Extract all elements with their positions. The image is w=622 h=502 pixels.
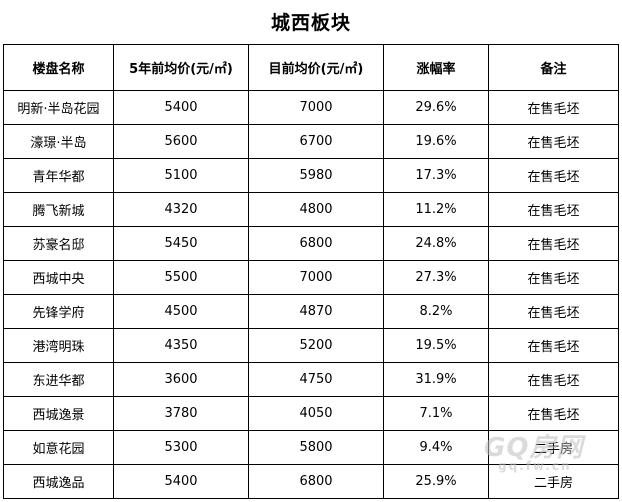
cell-name: 西城逸景 bbox=[3, 396, 114, 431]
table-row: 苏豪名邸 5450 6800 24.8% 在售毛坯 bbox=[3, 226, 619, 261]
header-price-5y: 5年前均价(元/㎡) bbox=[113, 44, 249, 91]
cell-note: 在售毛坯 bbox=[488, 124, 619, 159]
cell-price-5y: 5600 bbox=[113, 124, 249, 159]
cell-note: 在售毛坯 bbox=[488, 260, 619, 295]
cell-price-now: 5800 bbox=[248, 430, 384, 465]
cell-note: 在售毛坯 bbox=[488, 396, 619, 431]
table-row: 青年华都 5100 5980 17.3% 在售毛坯 bbox=[3, 158, 619, 193]
cell-price-5y: 3600 bbox=[113, 362, 249, 397]
cell-note: 在售毛坯 bbox=[488, 192, 619, 227]
cell-price-5y: 4500 bbox=[113, 294, 249, 329]
cell-price-now: 7000 bbox=[248, 90, 384, 125]
table-row: 西城逸景 3780 4050 7.1% 在售毛坯 bbox=[3, 396, 619, 431]
cell-growth: 31.9% bbox=[383, 362, 489, 397]
table-row: 港湾明珠 4350 5200 19.5% 在售毛坯 bbox=[3, 328, 619, 363]
cell-price-now: 4050 bbox=[248, 396, 384, 431]
header-note: 备注 bbox=[488, 44, 619, 91]
cell-price-5y: 5400 bbox=[113, 90, 249, 125]
cell-note: 在售毛坯 bbox=[488, 90, 619, 125]
cell-growth: 9.4% bbox=[383, 430, 489, 465]
cell-price-now: 4800 bbox=[248, 192, 384, 227]
cell-growth: 19.5% bbox=[383, 328, 489, 363]
header-price-now: 目前均价(元/㎡) bbox=[248, 44, 384, 91]
cell-price-now: 5200 bbox=[248, 328, 384, 363]
table-row: 明新·半岛花园 5400 7000 29.6% 在售毛坯 bbox=[3, 90, 619, 125]
cell-price-5y: 5400 bbox=[113, 464, 249, 499]
cell-growth: 29.6% bbox=[383, 90, 489, 125]
cell-price-now: 7000 bbox=[248, 260, 384, 295]
cell-note: 在售毛坯 bbox=[488, 294, 619, 329]
cell-price-5y: 5500 bbox=[113, 260, 249, 295]
cell-name: 先锋学府 bbox=[3, 294, 114, 329]
cell-growth: 11.2% bbox=[383, 192, 489, 227]
table-row: 腾飞新城 4320 4800 11.2% 在售毛坯 bbox=[3, 192, 619, 227]
cell-name: 如意花园 bbox=[3, 430, 114, 465]
header-name: 楼盘名称 bbox=[3, 44, 114, 91]
page-title: 城西板块 bbox=[270, 12, 351, 34]
cell-price-5y: 4350 bbox=[113, 328, 249, 363]
cell-note: 在售毛坯 bbox=[488, 158, 619, 193]
cell-price-now: 6700 bbox=[248, 124, 384, 159]
cell-price-5y: 4320 bbox=[113, 192, 249, 227]
table-row: 西城中央 5500 7000 27.3% 在售毛坯 bbox=[3, 260, 619, 295]
cell-growth: 17.3% bbox=[383, 158, 489, 193]
cell-price-now: 4750 bbox=[248, 362, 384, 397]
cell-price-now: 4870 bbox=[248, 294, 384, 329]
cell-name: 腾飞新城 bbox=[3, 192, 114, 227]
price-table: 楼盘名称 5年前均价(元/㎡) 目前均价(元/㎡) 涨幅率 备注 明新·半岛花园… bbox=[3, 44, 619, 499]
cell-name: 明新·半岛花园 bbox=[3, 90, 114, 125]
cell-note: 在售毛坯 bbox=[488, 226, 619, 261]
table-header-row: 楼盘名称 5年前均价(元/㎡) 目前均价(元/㎡) 涨幅率 备注 bbox=[3, 44, 619, 91]
cell-note: 在售毛坯 bbox=[488, 328, 619, 363]
cell-growth: 8.2% bbox=[383, 294, 489, 329]
cell-price-now: 6800 bbox=[248, 226, 384, 261]
cell-name: 苏豪名邸 bbox=[3, 226, 114, 261]
cell-name: 西城逸品 bbox=[3, 464, 114, 499]
cell-note: 在售毛坯 bbox=[488, 362, 619, 397]
cell-price-5y: 5100 bbox=[113, 158, 249, 193]
cell-price-5y: 5300 bbox=[113, 430, 249, 465]
cell-growth: 27.3% bbox=[383, 260, 489, 295]
table-row: 如意花园 5300 5800 9.4% 二手房 bbox=[3, 430, 619, 465]
cell-name: 东进华都 bbox=[3, 362, 114, 397]
cell-name: 西城中央 bbox=[3, 260, 114, 295]
table-row: 西城逸品 5400 6800 25.9% 二手房 bbox=[3, 464, 619, 499]
cell-name: 濠璟·半岛 bbox=[3, 124, 114, 159]
table-row: 东进华都 3600 4750 31.9% 在售毛坯 bbox=[3, 362, 619, 397]
cell-name: 青年华都 bbox=[3, 158, 114, 193]
cell-note: 二手房 bbox=[488, 430, 619, 465]
table-row: 濠璟·半岛 5600 6700 19.6% 在售毛坯 bbox=[3, 124, 619, 159]
cell-growth: 19.6% bbox=[383, 124, 489, 159]
cell-price-5y: 3780 bbox=[113, 396, 249, 431]
cell-price-now: 5980 bbox=[248, 158, 384, 193]
cell-growth: 7.1% bbox=[383, 396, 489, 431]
cell-growth: 25.9% bbox=[383, 464, 489, 499]
cell-note: 二手房 bbox=[488, 464, 619, 499]
cell-name: 港湾明珠 bbox=[3, 328, 114, 363]
cell-growth: 24.8% bbox=[383, 226, 489, 261]
header-growth: 涨幅率 bbox=[383, 44, 489, 91]
table-row: 先锋学府 4500 4870 8.2% 在售毛坯 bbox=[3, 294, 619, 329]
cell-price-now: 6800 bbox=[248, 464, 384, 499]
cell-price-5y: 5450 bbox=[113, 226, 249, 261]
